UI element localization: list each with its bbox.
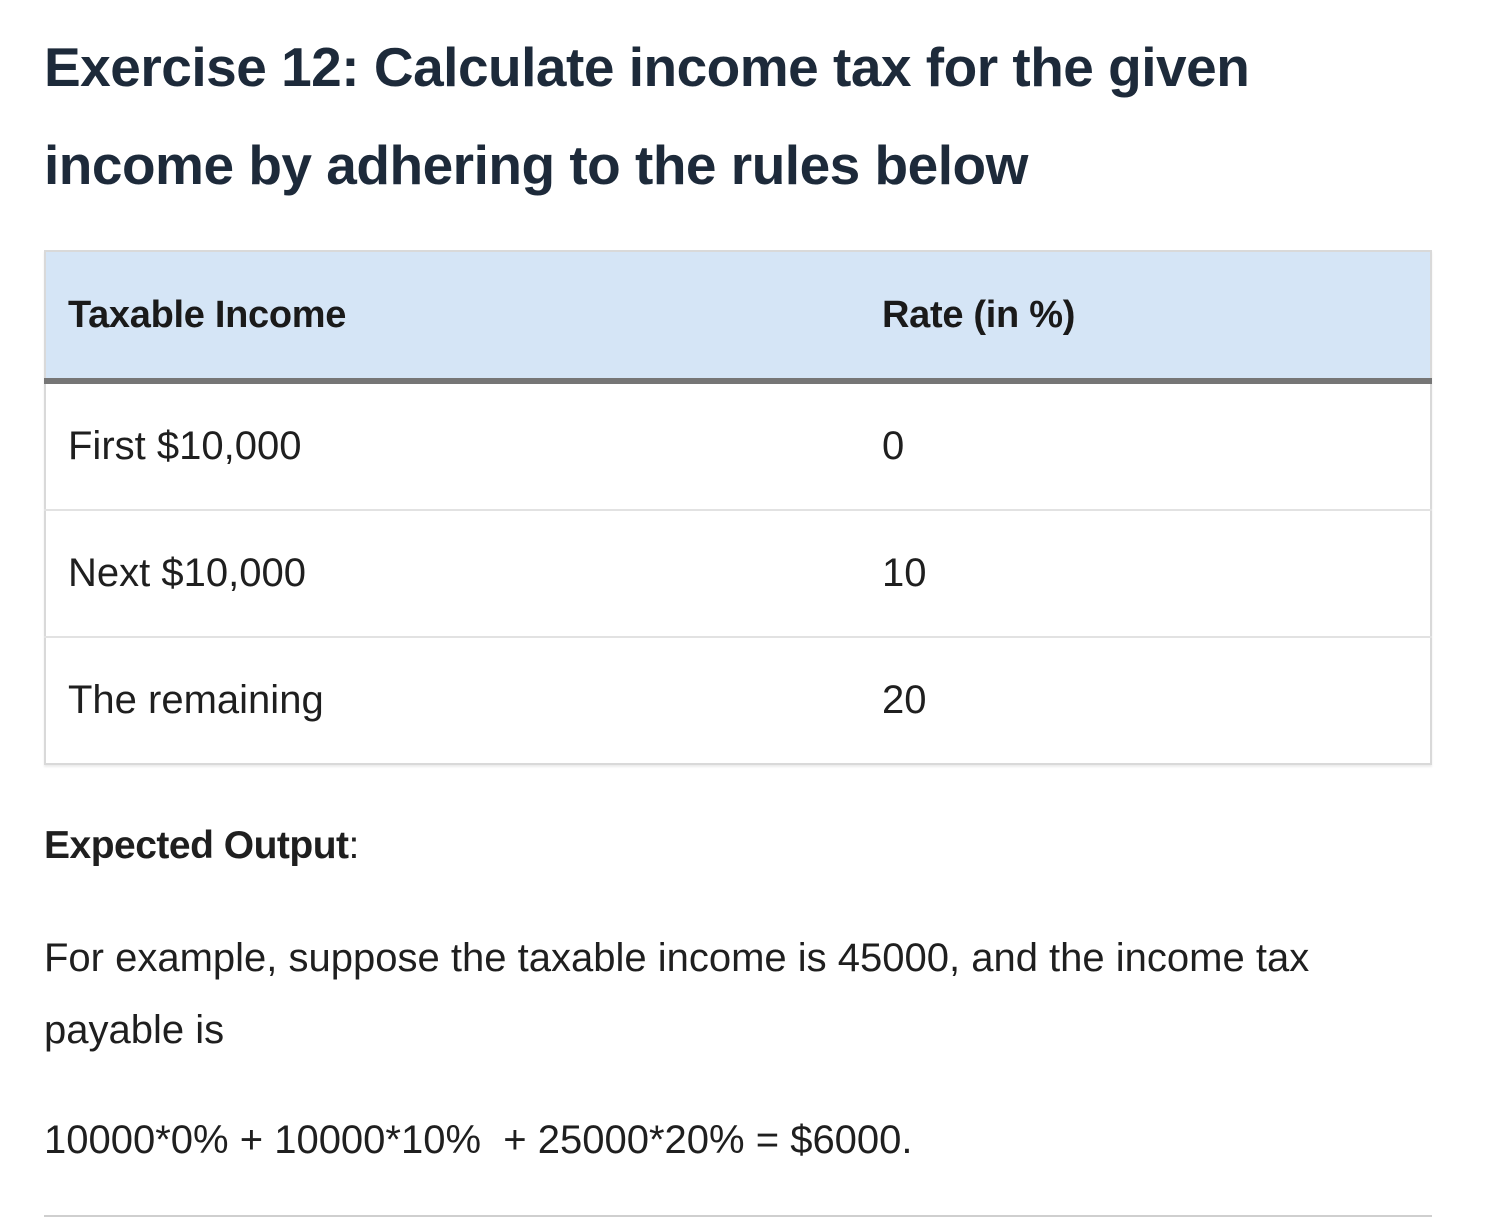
horizontal-divider: [44, 1215, 1432, 1217]
cell-rate: 0: [860, 380, 1431, 510]
tax-rules-table: Taxable Income Rate (in %) First $10,000…: [44, 250, 1432, 765]
cell-income-bracket: First $10,000: [45, 380, 860, 510]
example-paragraph: For example, suppose the taxable income …: [44, 936, 1310, 1052]
expected-output-strong: Expected Output: [44, 824, 349, 867]
table-header-row: Taxable Income Rate (in %): [45, 251, 1431, 384]
table-row: Next $10,000 10: [45, 509, 1431, 637]
cell-income-bracket: The remaining: [45, 636, 860, 764]
expected-output-colon: :: [348, 824, 360, 867]
header-taxable-income: Taxable Income: [45, 251, 860, 384]
expected-output-label: Expected Output:: [44, 818, 359, 874]
table-row: The remaining 20: [45, 636, 1431, 764]
cell-income-bracket: Next $10,000: [45, 509, 860, 637]
cell-rate: 10: [860, 509, 1431, 637]
table-row: First $10,000 0: [45, 380, 1431, 510]
exercise-heading: Exercise 12: Calculate income tax for th…: [44, 36, 1250, 196]
header-rate: Rate (in %): [860, 251, 1431, 384]
cell-rate: 20: [860, 636, 1431, 764]
formula-line: 10000*0% + 10000*10% + 25000*20% = $6000…: [44, 1118, 913, 1162]
article-content: Exercise 12: Calculate income tax for th…: [44, 0, 1432, 1217]
